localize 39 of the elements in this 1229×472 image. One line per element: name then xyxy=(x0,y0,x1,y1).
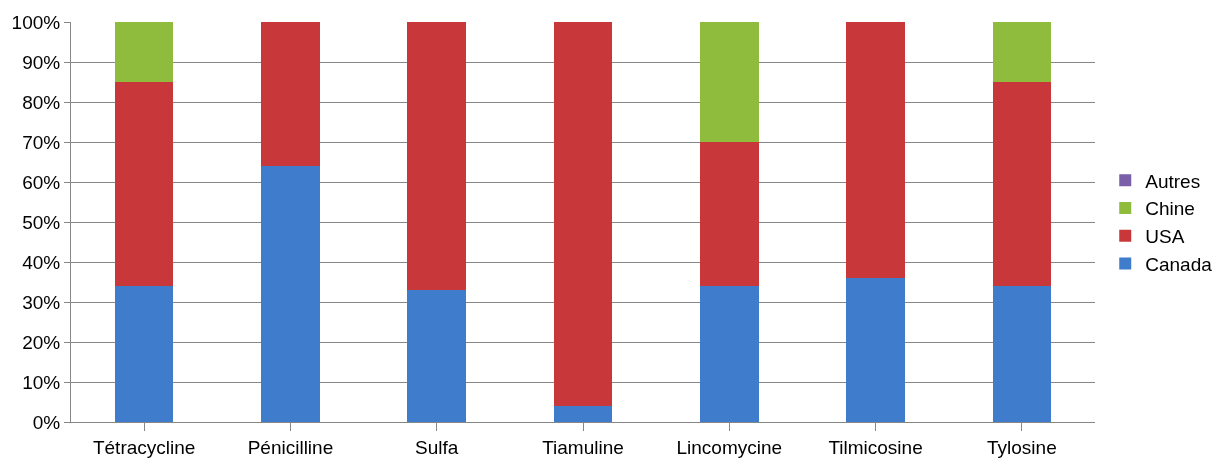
bar xyxy=(114,22,174,82)
y-tick-label: 30% xyxy=(22,291,61,313)
x-tick-label: Tétracycline xyxy=(92,436,196,458)
x-tick-label: Tilmicosine xyxy=(828,436,923,458)
bar xyxy=(553,406,613,422)
x-tick-label: Tylosine xyxy=(987,436,1057,458)
bar xyxy=(992,22,1052,82)
bar xyxy=(846,278,905,422)
y-tick-label: 40% xyxy=(22,251,61,273)
bar xyxy=(992,286,1052,422)
x-tick-label: Pénicilline xyxy=(247,436,334,458)
bar xyxy=(261,22,320,166)
legend-label: Canada xyxy=(1145,253,1213,275)
y-tick-label: 100% xyxy=(11,11,61,33)
y-tick-label: 20% xyxy=(22,331,61,353)
bar xyxy=(114,286,174,422)
y-tick-label: 90% xyxy=(22,51,61,73)
bar xyxy=(407,22,466,290)
y-tick-label: 10% xyxy=(22,371,61,393)
bar xyxy=(700,142,759,286)
x-tick-label: Tiamuline xyxy=(542,436,624,458)
y-tick-label: 0% xyxy=(32,411,61,433)
bar xyxy=(407,290,466,422)
bar xyxy=(553,22,613,406)
bar xyxy=(992,82,1052,286)
bar xyxy=(261,166,320,422)
bar xyxy=(700,286,759,422)
x-tick-label: Sulfa xyxy=(415,436,459,458)
y-tick-label: 50% xyxy=(22,211,61,233)
bar xyxy=(114,82,174,286)
y-tick-label: 80% xyxy=(22,91,61,113)
y-tick-label: 60% xyxy=(22,171,61,193)
legend-label: Autres xyxy=(1145,170,1201,192)
x-tick-label: Lincomycine xyxy=(676,436,783,458)
bar xyxy=(700,22,759,142)
bar xyxy=(846,22,905,278)
y-tick-label: 70% xyxy=(22,131,61,153)
legend-label: Chine xyxy=(1145,198,1195,220)
legend-label: USA xyxy=(1145,226,1185,248)
